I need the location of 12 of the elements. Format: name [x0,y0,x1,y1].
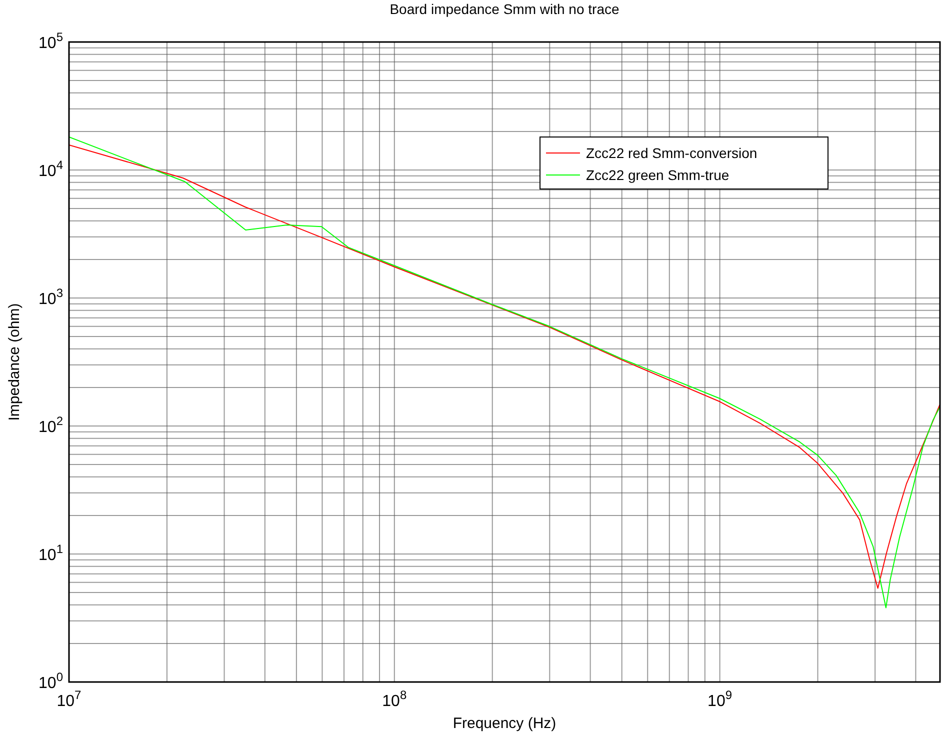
x-tick-label: 10$^{9}$ [708,688,732,710]
y-tick-label: 10$^{1}$ [38,542,64,564]
y-tick-label: 10$^{5}$ [38,30,64,52]
x-axis-title: Frequency (Hz) [452,715,556,732]
y-tick-label: 10$^{4}$ [38,158,64,180]
chart-title: Board impedance Smm with no trace [390,1,620,17]
legend-label: Zcc22 green Smm-true [586,167,730,183]
y-axis-title: Impedance (ohm) [6,303,23,421]
y-tick-label: 10$^{2}$ [38,414,64,436]
legend-label: Zcc22 red Smm-conversion [586,145,758,161]
y-tick-label: 10$^{3}$ [38,286,64,308]
x-tick-label: 10$^{8}$ [382,688,407,710]
